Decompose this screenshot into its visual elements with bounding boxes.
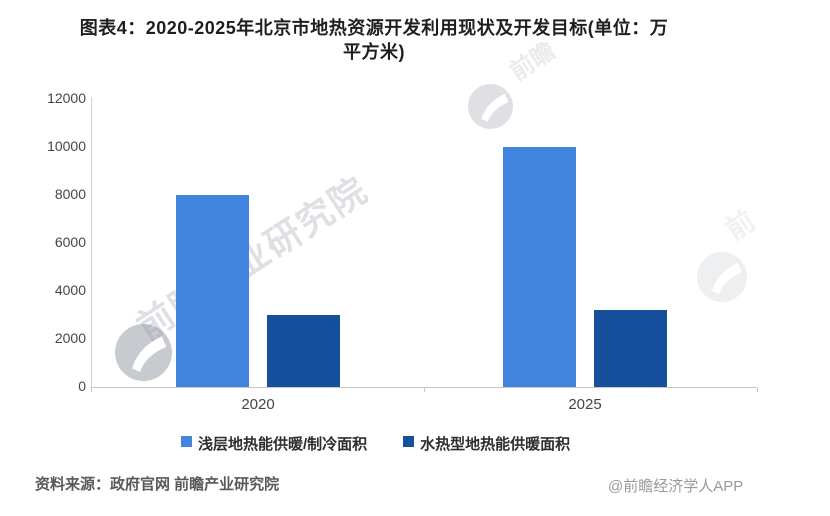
chart-title: 图表4：2020-2025年北京市地热资源开发利用现状及开发目标(单位：万 平方… (0, 16, 748, 64)
qianzhan-logo-watermark-icon (697, 252, 747, 302)
x-tick-label: 2025 (568, 396, 602, 413)
x-axis-tick (757, 388, 758, 392)
legend: 浅层地热能供暖/制冷面积 水热型地热能供暖面积 (181, 433, 570, 454)
legend-label: 浅层地热能供暖/制冷面积 (198, 436, 368, 453)
watermark-text-fragment: 前 (720, 204, 761, 246)
chart-title-line2: 平方米) (343, 42, 405, 62)
x-tick-label: 2020 (241, 396, 275, 413)
x-axis-tick (424, 388, 425, 392)
credit-note: @前瞻经济学人APP (608, 478, 744, 495)
legend-item: 浅层地热能供暖/制冷面积 (181, 433, 367, 454)
bar-series1-2020 (176, 195, 249, 387)
x-axis-line (91, 387, 757, 388)
bar-series1-2025 (503, 147, 576, 387)
bar-series2-2020 (267, 315, 340, 387)
y-tick-label: 2000 (54, 330, 86, 346)
chart-title-line1: 图表4：2020-2025年北京市地热资源开发利用现状及开发目标(单位：万 (79, 18, 669, 38)
source-note: 资料来源：政府官网 前瞻产业研究院 (35, 476, 280, 493)
y-tick-label: 0 (78, 378, 86, 394)
y-tick-label: 8000 (54, 186, 86, 202)
y-axis-line (91, 97, 92, 388)
legend-item: 水热型地热能供暖面积 (403, 433, 570, 454)
y-tick-label: 12000 (47, 90, 86, 106)
legend-swatch-icon (181, 436, 192, 447)
y-tick-label: 4000 (54, 282, 86, 298)
legend-label: 水热型地热能供暖面积 (420, 436, 571, 453)
qianzhan-logo-watermark-icon (468, 84, 513, 129)
x-axis-tick (91, 388, 92, 392)
bar-series2-2025 (594, 310, 667, 387)
legend-swatch-icon (403, 436, 415, 447)
y-tick-label: 10000 (47, 138, 86, 154)
y-tick-label: 6000 (54, 234, 86, 250)
qianzhan-logo-watermark-icon (115, 324, 172, 381)
